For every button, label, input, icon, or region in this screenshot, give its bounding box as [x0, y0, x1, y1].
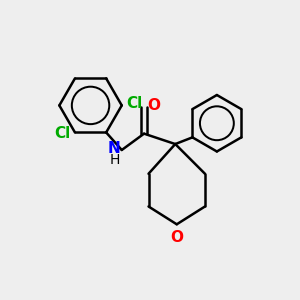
Text: O: O — [148, 98, 160, 113]
Text: H: H — [110, 152, 120, 167]
Text: O: O — [170, 230, 183, 245]
Text: Cl: Cl — [126, 96, 142, 111]
Text: N: N — [107, 141, 120, 156]
Text: Cl: Cl — [54, 126, 70, 141]
